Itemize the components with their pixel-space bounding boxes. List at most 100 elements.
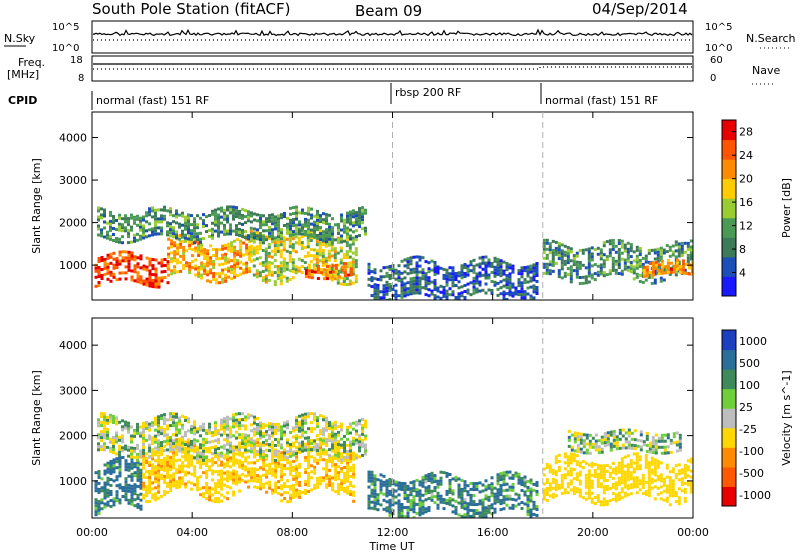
data-cell [436, 268, 440, 272]
data-cell [142, 484, 146, 488]
data-cell [160, 232, 163, 236]
data-cell [289, 487, 293, 491]
data-cell [109, 213, 112, 217]
data-cell [481, 267, 485, 271]
data-cell [333, 256, 337, 260]
data-cell [349, 237, 352, 241]
data-cell [466, 502, 470, 506]
data-cell [325, 470, 329, 474]
data-cell [220, 424, 223, 428]
data-cell [118, 216, 121, 220]
data-cell [424, 278, 428, 282]
data-cell [310, 470, 314, 474]
data-cell [115, 434, 118, 438]
data-cell [199, 425, 202, 429]
data-cell [130, 496, 134, 500]
data-cell [400, 289, 404, 293]
data-cell [520, 290, 524, 294]
data-cell [163, 449, 166, 453]
data-cell [322, 476, 326, 480]
data-cell [160, 476, 164, 480]
data-cell [596, 478, 600, 482]
data-cell [223, 453, 227, 457]
data-cell [184, 440, 188, 444]
data-cell [151, 448, 154, 452]
data-cell [596, 273, 600, 277]
data-cell [172, 445, 175, 449]
data-cell [100, 228, 103, 232]
data-cell [535, 292, 539, 295]
data-cell [106, 482, 110, 486]
data-cell [289, 431, 292, 434]
data-cell [469, 502, 473, 506]
data-cell [211, 431, 214, 435]
data-cell [424, 272, 428, 276]
data-cell [671, 485, 675, 489]
data-cell [686, 459, 690, 463]
data-cell [566, 246, 570, 250]
data-cell [256, 213, 259, 217]
data-cell [175, 450, 179, 454]
data-cell [596, 463, 600, 467]
data-cell [330, 236, 334, 240]
data-cell [336, 281, 340, 285]
data-cell [194, 246, 198, 250]
data-cell [97, 269, 101, 272]
data-cell [379, 485, 383, 489]
data-cell [427, 476, 431, 479]
data-cell [274, 444, 277, 447]
data-cell [94, 504, 98, 508]
data-cell [106, 262, 110, 266]
data-cell [319, 414, 322, 417]
data-cell [499, 490, 503, 494]
data-cell [463, 272, 467, 275]
data-cell [232, 205, 235, 209]
data-cell [319, 440, 323, 444]
data-cell [400, 271, 404, 275]
data-cell [587, 484, 591, 488]
data-cell [154, 492, 158, 496]
data-cell [304, 220, 307, 224]
data-cell [671, 479, 675, 483]
data-cell [166, 224, 169, 228]
data-cell [343, 478, 347, 481]
data-cell [394, 489, 398, 493]
data-cell [247, 237, 250, 241]
data-cell [236, 238, 240, 242]
data-cell [656, 259, 660, 263]
data-cell [100, 439, 103, 443]
data-cell [127, 232, 130, 236]
data-cell [313, 486, 317, 490]
data-cell [367, 277, 371, 281]
data-cell [421, 277, 425, 281]
data-cell [328, 474, 332, 478]
data-cell [584, 482, 588, 486]
data-cell [232, 446, 235, 450]
data-cell [602, 470, 606, 474]
data-cell [106, 415, 109, 419]
data-cell [557, 272, 561, 276]
data-cell [136, 475, 140, 479]
data-cell [686, 259, 690, 263]
data-cell [268, 216, 271, 220]
data-cell [112, 479, 116, 483]
data-cell [502, 498, 506, 502]
data-cell [124, 447, 127, 451]
data-cell [97, 448, 100, 452]
data-cell [148, 446, 151, 450]
data-cell [674, 255, 678, 259]
data-cell [389, 301, 392, 304]
data-cell [182, 245, 186, 249]
data-cell [394, 483, 398, 487]
data-cell [316, 479, 320, 483]
data-cell [172, 484, 176, 488]
data-cell [238, 459, 242, 463]
data-cell [496, 272, 500, 276]
data-cell [277, 214, 280, 218]
data-cell [277, 449, 280, 453]
data-cell [336, 269, 340, 273]
data-cell [557, 486, 561, 490]
data-cell [130, 216, 133, 220]
data-cell [241, 213, 244, 217]
data-cell [334, 469, 338, 473]
